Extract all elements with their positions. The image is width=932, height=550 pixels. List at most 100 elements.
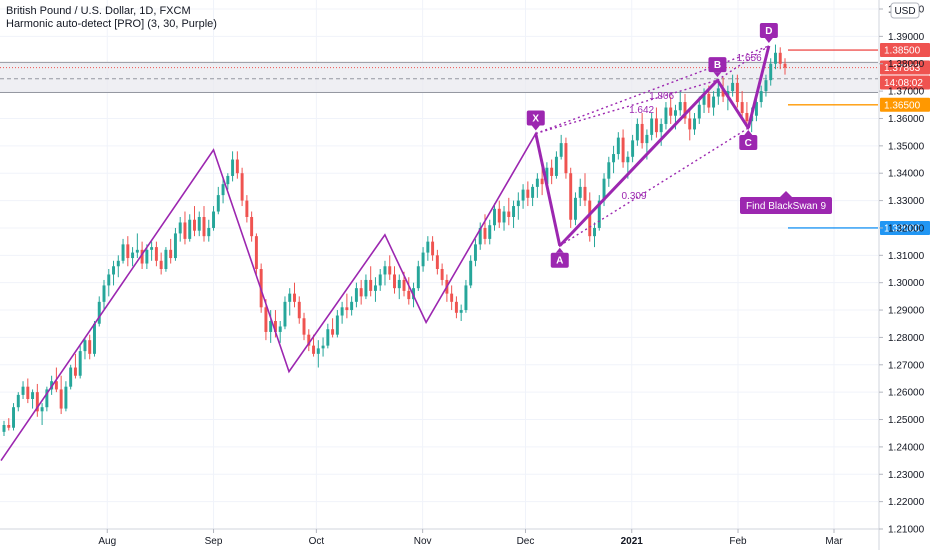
pattern-point-c[interactable]: C <box>739 130 758 151</box>
candle-body <box>583 186 587 201</box>
pattern-point-pointer <box>555 247 564 253</box>
candle-body <box>735 82 739 103</box>
candle-body <box>93 323 96 354</box>
candle-body <box>640 123 644 144</box>
candle-body <box>740 102 744 113</box>
price-tag-label: 1.38500 <box>884 46 921 57</box>
candle-body <box>635 123 639 141</box>
candle-body <box>631 140 635 157</box>
candle-body <box>454 301 458 313</box>
candle-body <box>716 88 720 97</box>
pattern-point-pointer <box>713 72 722 78</box>
pattern-point-b[interactable]: B <box>708 57 727 78</box>
candle-body <box>73 367 77 376</box>
price-tick-label: 1.34000 <box>888 169 925 180</box>
price-tag-bg <box>880 60 930 75</box>
candle-body <box>212 211 216 228</box>
pattern-leg <box>716 79 750 129</box>
candle-body <box>297 301 301 319</box>
pattern-leg <box>746 45 771 129</box>
candle-body <box>188 219 192 239</box>
price-tag-bg <box>880 75 930 90</box>
price-tick-label: 1.29000 <box>888 306 925 317</box>
price-tag[interactable]: 14:08:02 <box>880 75 930 90</box>
candle-body <box>283 301 287 327</box>
resistance-zone-fill <box>0 62 878 93</box>
candle-body <box>773 52 777 64</box>
candle-body <box>435 255 439 269</box>
annotation-balloon[interactable]: Find BlackSwan 9 <box>740 191 832 214</box>
candle-body <box>597 200 601 228</box>
candle-body <box>421 252 425 267</box>
price-tick-label: 1.38000 <box>888 59 925 70</box>
pattern-ratio-line <box>717 45 770 81</box>
pattern-point-label: C <box>745 138 752 149</box>
candle-body <box>578 186 582 198</box>
candle-body <box>450 293 454 302</box>
pattern-ratio-label: 1.642 <box>629 105 654 116</box>
candle-body <box>588 200 592 237</box>
candle-body <box>607 162 611 179</box>
candle-body <box>178 222 182 234</box>
candle-body <box>621 137 625 163</box>
pattern-point-label: X <box>532 114 539 125</box>
candle-body <box>688 118 692 130</box>
candle-body <box>545 167 549 185</box>
candle-body <box>378 274 382 286</box>
candle-body <box>350 301 354 311</box>
price-tag[interactable]: 1.37863 <box>880 60 930 75</box>
candle-body <box>250 217 254 237</box>
price-tag[interactable]: 1.38500 <box>880 43 930 58</box>
candle-body <box>602 178 606 201</box>
candle-body <box>473 244 477 261</box>
candle-body <box>340 307 344 316</box>
price-tag[interactable]: 1.32000 <box>880 220 930 235</box>
price-tick-label: 1.25000 <box>888 415 925 426</box>
candle-body <box>650 118 654 135</box>
pattern-point-label: D <box>765 26 772 37</box>
candle-body <box>273 321 277 332</box>
candle-body <box>254 236 258 269</box>
price-tick-label: 1.37000 <box>888 87 925 98</box>
candle-body <box>535 178 539 187</box>
price-tag-bg <box>880 220 930 235</box>
candle-body <box>721 88 725 97</box>
candle-body <box>307 334 311 346</box>
candle-body <box>564 143 568 174</box>
candle-body <box>626 156 630 163</box>
candle-body <box>754 102 758 116</box>
candlestick-series <box>2 44 787 436</box>
candle-body <box>140 249 144 264</box>
pattern-point-d[interactable]: D <box>759 22 778 43</box>
price-tick-label: 1.23000 <box>888 470 925 481</box>
pattern-point-label: B <box>714 60 721 71</box>
candle-body <box>235 159 239 174</box>
candle-body <box>131 252 135 259</box>
price-tag[interactable]: 1.36500 <box>880 97 930 112</box>
candle-body <box>121 244 125 261</box>
candle-body <box>383 266 387 275</box>
candle-body <box>193 219 196 231</box>
price-tick-label: 1.27000 <box>888 360 925 371</box>
candle-body <box>540 178 544 185</box>
harmonic-pattern: 1.806 1.642 0.309 1.656 X A B C D Find BlackSwan … <box>526 22 832 268</box>
candle-body <box>202 217 206 237</box>
symbol-title: British Pound / U.S. Dollar, 1D, FXCM <box>6 5 191 17</box>
price-tick-label: 1.30000 <box>888 278 925 289</box>
time-axis[interactable]: Aug Sep Oct Nov Dec 2021 Feb Mar <box>0 528 879 547</box>
pattern-point-x[interactable]: X <box>526 110 545 131</box>
candle-body <box>373 285 377 291</box>
candle-body <box>712 96 716 108</box>
candle-body <box>483 227 487 239</box>
pattern-point-marker <box>759 22 778 38</box>
currency-button[interactable]: USD <box>890 2 920 19</box>
candle-body <box>154 247 158 261</box>
candle-body <box>207 227 211 237</box>
candle-body <box>654 118 658 133</box>
candle-body <box>407 290 411 300</box>
time-tick-label: Dec <box>517 536 535 547</box>
candle-body <box>83 340 87 352</box>
pattern-point-a[interactable]: A <box>550 247 569 268</box>
candle-body <box>612 154 616 163</box>
